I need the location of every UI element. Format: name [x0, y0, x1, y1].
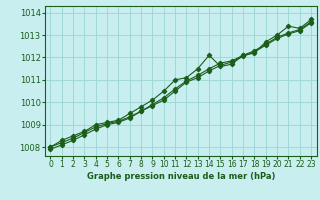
- X-axis label: Graphe pression niveau de la mer (hPa): Graphe pression niveau de la mer (hPa): [87, 172, 275, 181]
